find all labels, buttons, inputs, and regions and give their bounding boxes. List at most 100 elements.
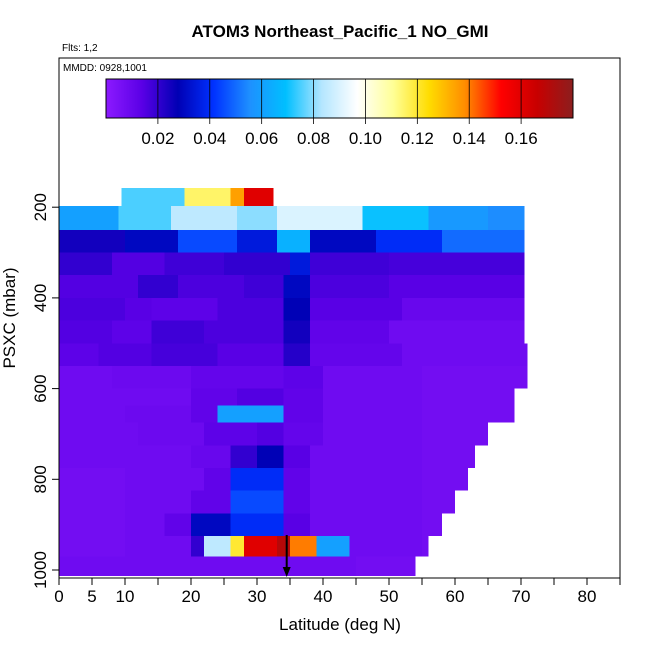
heatmap-cell [191, 490, 231, 514]
heatmap-cell [171, 206, 238, 230]
x-tick-label: 10 [116, 587, 135, 606]
heatmap-cell [257, 445, 284, 468]
heatmap-cell [204, 320, 284, 344]
heatmap-cell [191, 405, 218, 423]
heatmap-cell [230, 468, 284, 491]
heatmap-cell [125, 405, 191, 423]
heatmap-cell [191, 513, 231, 536]
heatmap-cell [283, 320, 310, 344]
plot-frame [58, 57, 621, 579]
heatmap-cell [283, 490, 310, 514]
heatmap-cell [422, 468, 469, 491]
y-tick-label: 1000 [31, 551, 50, 589]
colorbar-tick-label: 0.02 [141, 129, 174, 148]
heatmap-cell [125, 536, 191, 557]
heatmap-cell [309, 445, 422, 468]
heatmap-cell [177, 229, 238, 253]
heatmap-cell [191, 445, 231, 468]
heatmap-cell [125, 468, 205, 491]
heatmap-cell [283, 513, 310, 536]
heatmap-cell [422, 388, 515, 406]
heatmap-cell [283, 405, 323, 423]
heatmap-cell [111, 252, 165, 276]
x-tick-label: 40 [314, 587, 333, 606]
heatmap-cell [309, 468, 422, 491]
heatmap-cell [309, 320, 389, 344]
heatmap-cell [375, 229, 442, 253]
x-tick-label: 50 [380, 587, 399, 606]
heatmap-cell [237, 229, 277, 253]
y-axis-label: PSXC (mbar) [0, 267, 19, 368]
heatmap-cell [59, 365, 112, 389]
y-tick-label: 200 [31, 193, 50, 221]
heatmap-cell [243, 536, 277, 557]
heatmap-cell [309, 229, 376, 253]
heatmap-cell [59, 556, 125, 576]
heatmap-cell [59, 468, 125, 491]
heatmap-cell [191, 365, 284, 389]
y-tick-label: 400 [31, 284, 50, 312]
heatmap-cell [111, 365, 191, 389]
heatmap-cell [125, 229, 178, 253]
colorbar-tick-label: 0.10 [349, 129, 382, 148]
x-tick-label: 80 [578, 587, 597, 606]
heatmap-cell [389, 252, 525, 276]
heatmap-cell [237, 206, 277, 230]
heatmap-cell [125, 297, 152, 321]
x-axis-label: Latitude (deg N) [279, 615, 401, 634]
heatmap-cell [151, 320, 205, 344]
heatmap-cell [204, 422, 257, 446]
heatmap-cell [191, 388, 238, 406]
heatmap-cell [125, 490, 191, 514]
x-tick-label: 30 [248, 587, 267, 606]
heatmap-cell [257, 422, 284, 446]
heatmap-cell [283, 388, 323, 406]
heatmap-cell [349, 536, 422, 557]
heatmap-cell [59, 343, 99, 366]
heatmap-cell [138, 422, 205, 446]
heatmap-cell [125, 556, 257, 576]
heatmap-cell [125, 513, 165, 536]
heatmap-cell [309, 275, 389, 298]
heatmap-cell [309, 343, 403, 366]
heatmap-cell [422, 405, 515, 423]
heatmap-cell [323, 365, 422, 389]
heatmap-cell [98, 343, 152, 366]
heatmap-cell [276, 206, 363, 230]
heatmap-cell [59, 490, 125, 514]
heatmap-cell [276, 229, 310, 253]
colorbar-tick-label: 0.16 [505, 129, 538, 148]
heatmap-cell [217, 343, 284, 366]
heatmap-cell [204, 536, 231, 557]
heatmap-cell [164, 513, 191, 536]
heatmap-cell [59, 297, 125, 321]
heatmap-cell [118, 206, 172, 230]
heatmap-cell [243, 275, 284, 298]
heatmap-cell [184, 188, 231, 207]
heatmap-cell [389, 275, 525, 298]
heatmap-cell [422, 365, 528, 389]
heatmap-cell [323, 422, 422, 446]
heatmap-cell [428, 206, 488, 230]
heatmap-cell [224, 252, 290, 276]
heatmap-cell [111, 320, 152, 344]
heatmap-cell [362, 206, 429, 230]
heatmap-cell [283, 468, 310, 491]
heatmap-cell [59, 252, 112, 276]
heatmap-cell [276, 536, 290, 557]
dates-label: MMDD: 0928,1001 [63, 63, 147, 74]
heatmap-cell [422, 536, 429, 557]
heatmap-cell [125, 445, 191, 468]
heatmap-cell [59, 422, 139, 446]
colorbar-tick-label: 0.06 [245, 129, 278, 148]
heatmap-cell [283, 297, 310, 321]
heatmap-cell [389, 320, 525, 344]
axes: 0 5 10 20 30 40 50 60 70 80 200 400 600 800 1000 [31, 193, 621, 606]
heatmap-cell [59, 405, 125, 423]
colorbar-tick-label: 0.04 [193, 129, 226, 148]
heatmap-cell [138, 275, 178, 298]
x-tick-label: 70 [512, 587, 531, 606]
colorbar: 0.02 0.04 0.06 0.08 0.10 0.12 0.14 0.16 [105, 78, 574, 148]
x-tick-label: 60 [446, 587, 465, 606]
